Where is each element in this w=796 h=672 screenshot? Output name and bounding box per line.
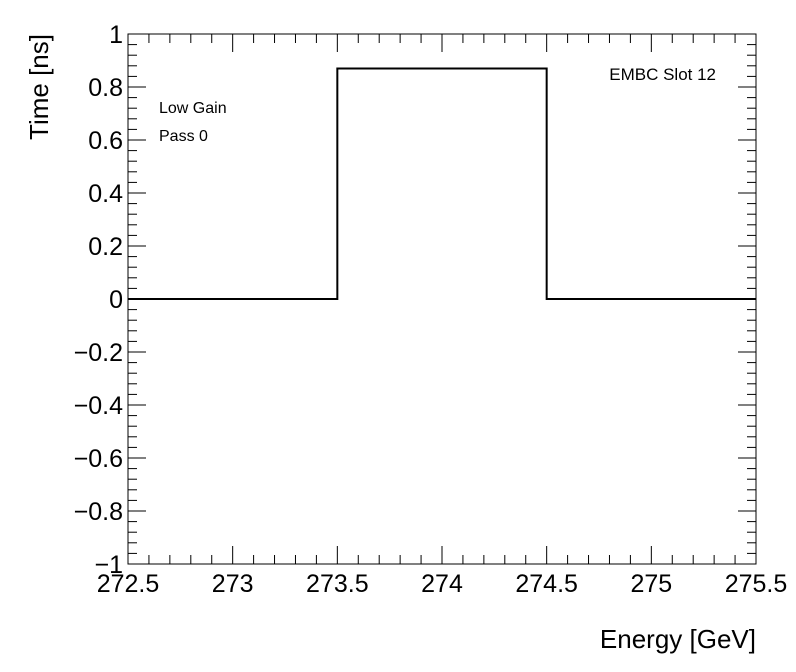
y-tick-label: 1 <box>109 21 123 49</box>
x-tick-label: 275.5 <box>725 570 788 598</box>
x-tick-label: 274 <box>421 570 463 598</box>
y-tick-label: 0.2 <box>88 233 123 261</box>
annotation-pass: Pass 0 <box>159 128 208 145</box>
y-tick-label: −0.2 <box>74 339 123 367</box>
x-axis-tick-labels: 272.5 273 273.5 274 274.5 275 275.5 <box>97 570 788 598</box>
y-axis-tick-labels: −1 −0.8 −0.6 −0.4 −0.2 0 0.2 0.4 0.6 0.8 1 <box>74 21 123 579</box>
y-tick-label: −0.8 <box>74 498 123 526</box>
y-axis-ticks <box>128 33 756 565</box>
x-tick-label: 273 <box>212 570 254 598</box>
y-tick-label: −0.6 <box>74 445 123 473</box>
y-tick-label: −1 <box>94 551 123 579</box>
y-tick-label: 0 <box>109 286 123 314</box>
y-tick-label: −0.4 <box>74 392 123 420</box>
y-tick-label: 0.6 <box>88 127 123 155</box>
x-axis-ticks <box>127 34 757 564</box>
histogram-step-line <box>128 67 756 300</box>
annotation-detector-slot: EMBC Slot 12 <box>609 65 716 84</box>
y-tick-label: 0.4 <box>88 180 123 208</box>
x-tick-label: 274.5 <box>515 570 578 598</box>
x-tick-label: 272.5 <box>97 570 160 598</box>
histogram-series <box>128 67 756 300</box>
y-axis-title: Time [ns] <box>24 34 54 140</box>
annotation-gain: Low Gain <box>159 100 227 117</box>
x-tick-label: 275 <box>630 570 672 598</box>
y-tick-label: 0.8 <box>88 74 123 102</box>
x-tick-label: 273.5 <box>306 570 369 598</box>
x-axis-title: Energy [GeV] <box>600 624 756 654</box>
